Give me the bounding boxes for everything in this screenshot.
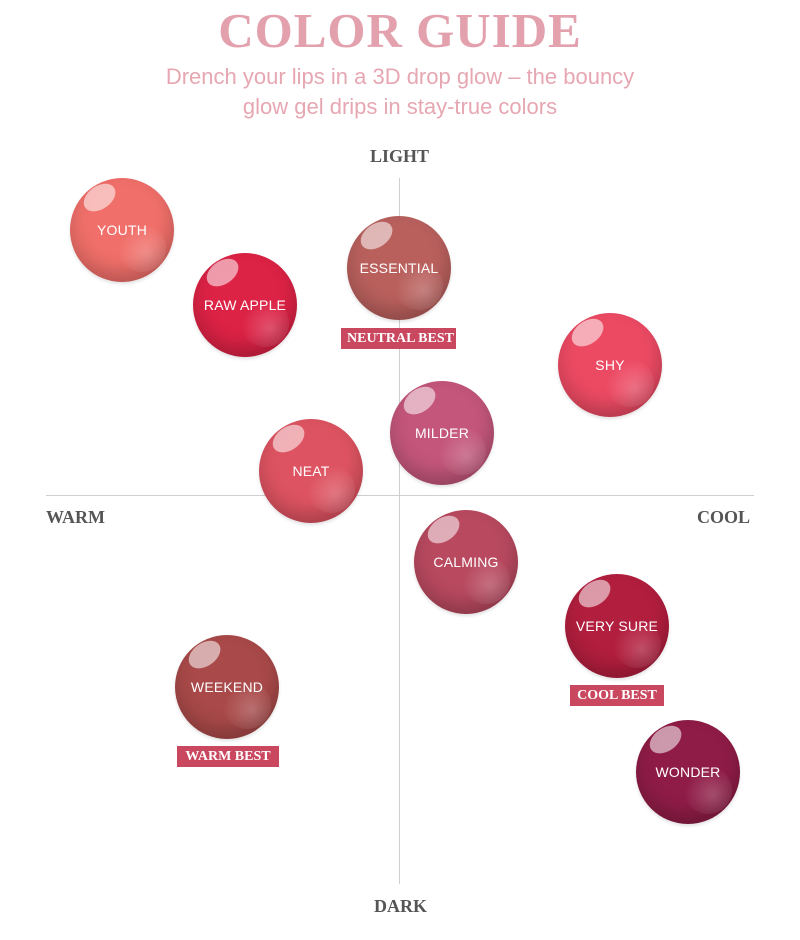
vertical-axis <box>399 178 400 884</box>
axis-label-light: LIGHT <box>370 146 430 166</box>
subtitle-line-1: Drench your lips in a 3D drop glow – the… <box>165 64 635 89</box>
shade-label: YOUTH <box>97 222 147 238</box>
shade-wonder[interactable]: WONDER <box>636 720 740 824</box>
neutral-best-badge: NEUTRAL BEST <box>341 328 456 349</box>
shade-label: SHY <box>595 357 625 373</box>
shade-essential[interactable]: ESSENTIAL <box>347 216 451 320</box>
shade-label: NEAT <box>292 463 330 479</box>
subtitle-line-2: glow gel drips in stay-true colors <box>242 94 558 119</box>
axis-label-cool: COOL <box>697 507 751 527</box>
shade-milder[interactable]: MILDER <box>390 381 494 485</box>
shade-calming[interactable]: CALMING <box>414 510 518 614</box>
shade-label: VERY SURE <box>575 618 659 634</box>
cool-best-badge: COOL BEST <box>570 685 664 706</box>
page-subtitle: Drench your lips in a 3D drop glow – the… <box>0 62 800 122</box>
shade-neat[interactable]: NEAT <box>259 419 363 523</box>
shade-label: WONDER <box>655 764 721 780</box>
shade-raw-apple[interactable]: RAW APPLE <box>193 253 297 357</box>
shade-label: MILDER <box>414 425 470 441</box>
shade-label: RAW APPLE <box>203 297 287 313</box>
shade-youth[interactable]: YOUTH <box>70 178 174 282</box>
page-title: COLOR GUIDE <box>218 3 582 58</box>
shade-label: ESSENTIAL <box>359 260 439 276</box>
shade-very-sure[interactable]: VERY SURE <box>565 574 669 678</box>
warm-best-badge: WARM BEST <box>177 746 279 767</box>
shade-shy[interactable]: SHY <box>558 313 662 417</box>
axis-label-warm: WARM <box>46 507 105 527</box>
shade-label: CALMING <box>433 554 499 570</box>
shade-weekend[interactable]: WEEKEND <box>175 635 279 739</box>
shade-label: WEEKEND <box>190 679 264 695</box>
axis-label-dark: DARK <box>374 896 427 916</box>
horizontal-axis <box>46 495 754 496</box>
